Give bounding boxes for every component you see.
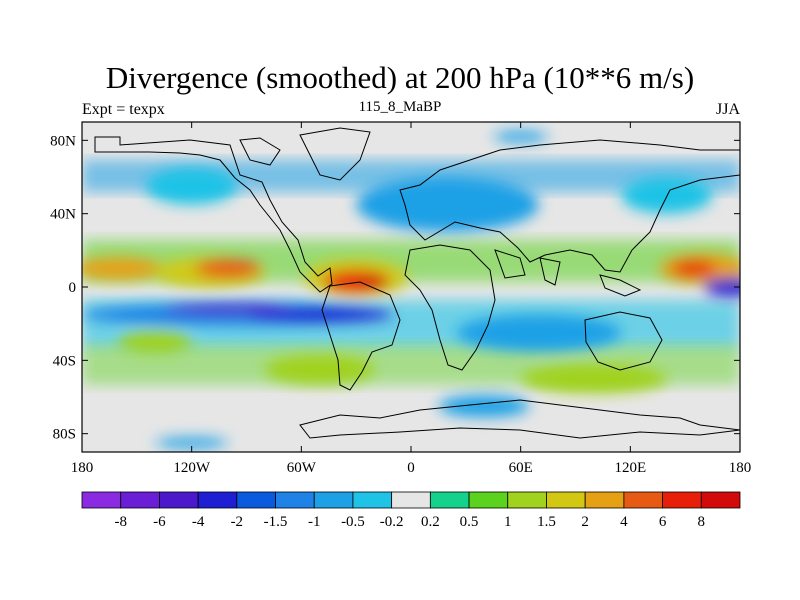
lon-tick-label: 0 bbox=[407, 460, 415, 476]
coastlines bbox=[94, 127, 740, 439]
field-region-14 bbox=[145, 167, 238, 205]
lon-tick-label: 120W bbox=[173, 460, 211, 476]
colorbar-label: -0.2 bbox=[380, 514, 404, 530]
colorbar-box bbox=[662, 491, 702, 509]
field-region-0 bbox=[82, 257, 163, 280]
colorbar-box bbox=[623, 491, 663, 509]
lat-tick-label: 40S bbox=[53, 353, 76, 369]
colorbar-label: 0.2 bbox=[421, 514, 440, 530]
season-label: JJA bbox=[715, 101, 740, 118]
lat-tick-label: 80S bbox=[53, 427, 76, 443]
colorbar-label: 1 bbox=[504, 514, 512, 530]
lat-tick-label: 80N bbox=[50, 133, 76, 149]
colorbar-label: 2 bbox=[581, 514, 589, 530]
colorbar-box bbox=[507, 491, 547, 509]
colorbar-box bbox=[236, 491, 276, 509]
colorbar-box bbox=[391, 491, 431, 509]
lon-tick-label: 180 bbox=[71, 460, 94, 476]
colorbar-label: -2 bbox=[231, 514, 244, 530]
colorbar-box bbox=[313, 491, 354, 509]
field-region-5 bbox=[359, 274, 390, 289]
colorbar-box bbox=[700, 491, 741, 509]
colorbar-label: -1 bbox=[308, 514, 321, 530]
period-label: 115_8_MaBP bbox=[358, 99, 442, 115]
field-region-16 bbox=[118, 331, 192, 353]
colorbar-box bbox=[275, 491, 315, 509]
colorbar-label: 8 bbox=[698, 514, 706, 530]
field-region-17 bbox=[264, 354, 375, 385]
colorbar-label: 0.5 bbox=[460, 514, 479, 530]
colorbar-box bbox=[81, 491, 122, 509]
colorbar-box bbox=[429, 491, 470, 509]
lon-tick-label: 60E bbox=[509, 460, 533, 476]
colorbar-box bbox=[584, 491, 625, 509]
colorbar-box bbox=[546, 491, 586, 509]
field-region-18 bbox=[520, 364, 667, 394]
field-region-19 bbox=[438, 395, 530, 418]
chart-title: Divergence (smoothed) at 200 hPa (10**6 … bbox=[105, 60, 695, 95]
lon-tick-label: 60W bbox=[287, 460, 317, 476]
field-region-7 bbox=[672, 261, 717, 276]
colorbar-label: 4 bbox=[620, 514, 628, 530]
colorbar-label: -0.5 bbox=[341, 514, 365, 530]
field-region-10 bbox=[164, 303, 293, 315]
lon-tick-label: 180 bbox=[729, 460, 752, 476]
field-region-13 bbox=[356, 177, 539, 232]
divergence-regions bbox=[82, 131, 740, 449]
field-region-21 bbox=[493, 131, 549, 143]
colorbar-label: 6 bbox=[659, 514, 667, 530]
colorbar-box bbox=[159, 491, 199, 509]
colorbar-label: -8 bbox=[114, 514, 127, 530]
field-region-11 bbox=[456, 314, 622, 352]
colorbar-box bbox=[197, 491, 238, 509]
colorbar-label: -6 bbox=[153, 514, 166, 530]
colorbar-label: -4 bbox=[192, 514, 205, 530]
field-region-2 bbox=[195, 259, 262, 278]
axes: 180 120W 60W 0 60E 120E 180 80N 40N 0 40S 80S bbox=[50, 122, 751, 476]
lat-tick-label: 0 bbox=[69, 280, 77, 296]
field-region-20 bbox=[155, 437, 229, 449]
colorbar-label: -1.5 bbox=[264, 514, 288, 530]
colorbar: -8 -6 -4 -2 -1.5 -1 -0.5 -0.2 0.2 0.5 1 1.5 2 4 6 8 bbox=[81, 491, 741, 530]
lon-tick-label: 120E bbox=[614, 460, 646, 476]
colorbar-label: 1.5 bbox=[537, 514, 556, 530]
colorbar-box bbox=[120, 491, 160, 509]
lat-tick-label: 40N bbox=[50, 207, 76, 223]
field-region-12 bbox=[703, 277, 740, 297]
colorbar-box bbox=[352, 491, 393, 509]
colorbar-box bbox=[468, 491, 509, 509]
experiment-label: Expt = texpx bbox=[82, 101, 165, 118]
